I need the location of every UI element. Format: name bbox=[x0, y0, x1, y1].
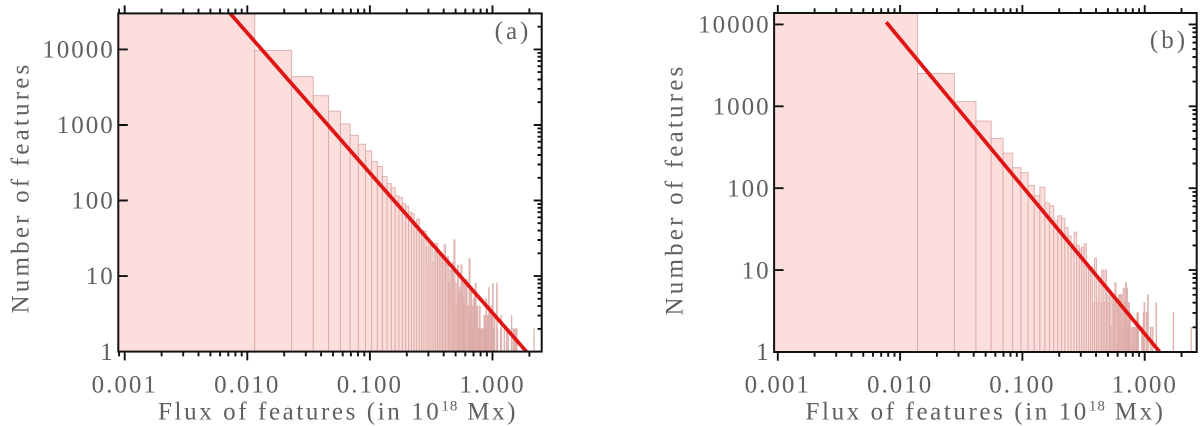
svg-text:10: 10 bbox=[86, 263, 115, 290]
svg-text:Number of features: Number of features bbox=[662, 64, 689, 316]
svg-text:0.010: 0.010 bbox=[867, 372, 933, 399]
svg-text:0.001: 0.001 bbox=[745, 372, 811, 399]
svg-text:1: 1 bbox=[100, 339, 115, 366]
svg-text:1000: 1000 bbox=[57, 112, 115, 139]
svg-text:10000: 10000 bbox=[698, 12, 771, 39]
svg-text:100: 100 bbox=[71, 188, 115, 215]
svg-text:1: 1 bbox=[756, 339, 771, 366]
svg-text:0.001: 0.001 bbox=[92, 372, 158, 399]
svg-text:10: 10 bbox=[742, 257, 771, 284]
svg-text:1.000: 1.000 bbox=[1112, 372, 1178, 399]
svg-text:1000: 1000 bbox=[713, 94, 771, 121]
svg-text:(b): (b) bbox=[1150, 27, 1188, 54]
svg-text:100: 100 bbox=[727, 175, 771, 202]
svg-text:0.100: 0.100 bbox=[989, 372, 1055, 399]
svg-text:0.100: 0.100 bbox=[337, 372, 403, 399]
svg-text:Flux of features (in 1018 Mx): Flux of features (in 1018 Mx) bbox=[158, 399, 518, 426]
svg-text:Flux of features (in 1018 Mx): Flux of features (in 1018 Mx) bbox=[806, 399, 1166, 426]
svg-text:(a): (a) bbox=[495, 18, 532, 45]
svg-text:10000: 10000 bbox=[42, 37, 115, 64]
svg-text:1.000: 1.000 bbox=[459, 372, 525, 399]
svg-text:0.010: 0.010 bbox=[214, 372, 280, 399]
svg-text:Number of features: Number of features bbox=[7, 62, 34, 314]
